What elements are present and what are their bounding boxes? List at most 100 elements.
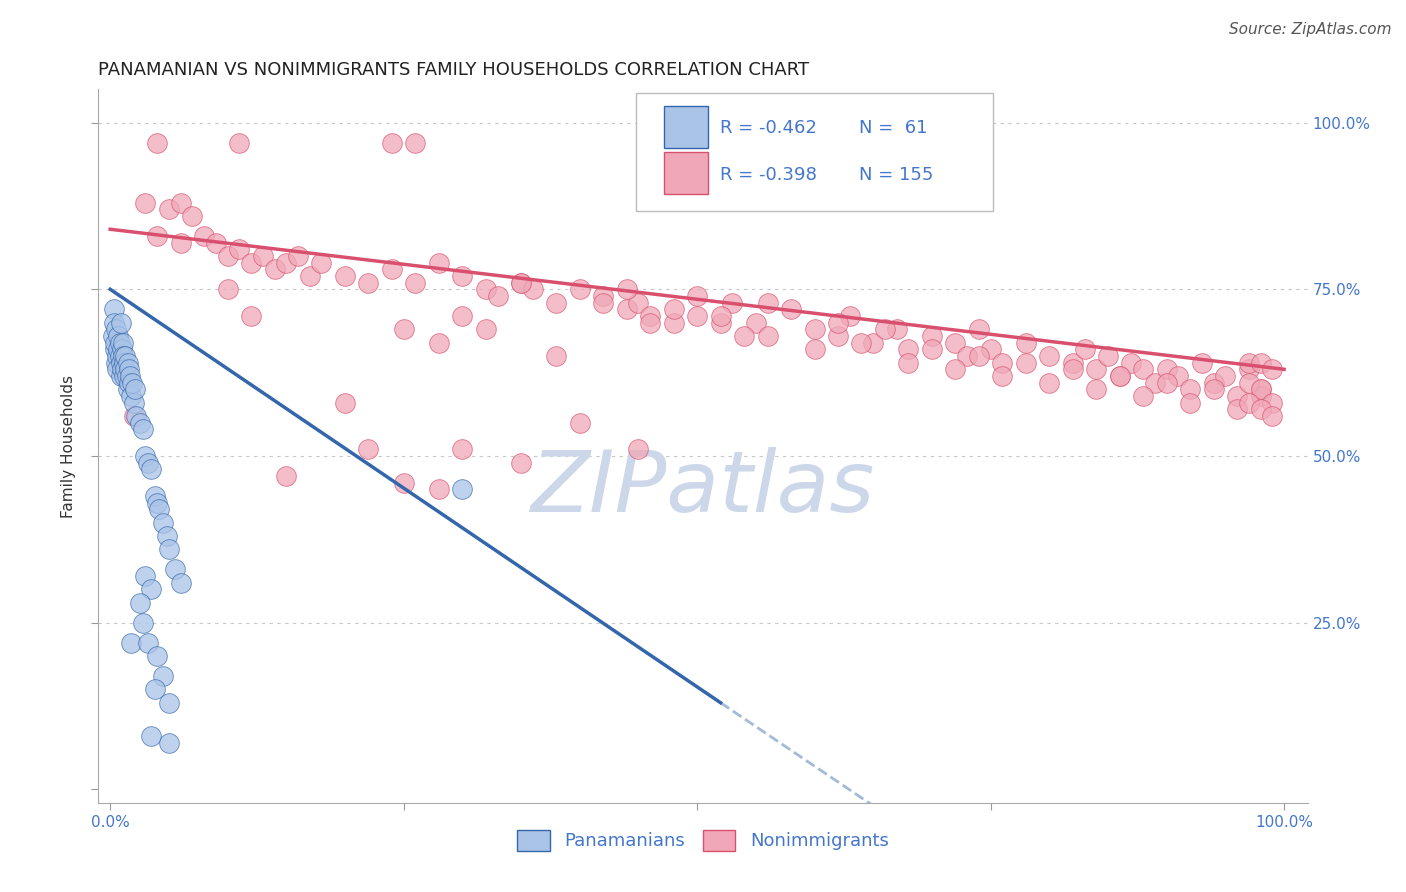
Point — [217, 249, 239, 263]
Point — [105, 322, 128, 336]
Point — [945, 362, 967, 376]
Point — [118, 362, 141, 376]
Point — [638, 309, 661, 323]
Point — [112, 335, 135, 350]
Point — [1143, 376, 1166, 390]
Point — [1062, 356, 1084, 370]
Point — [228, 136, 250, 150]
Point — [134, 195, 156, 210]
Point — [152, 669, 174, 683]
Point — [1085, 382, 1108, 396]
Point — [146, 228, 169, 243]
Point — [1250, 389, 1272, 403]
Point — [873, 322, 896, 336]
Point — [486, 289, 509, 303]
Point — [276, 255, 298, 269]
Point — [780, 302, 803, 317]
Point — [105, 362, 128, 376]
Point — [111, 362, 134, 376]
Point — [105, 356, 128, 370]
Point — [357, 276, 380, 290]
Point — [886, 322, 908, 336]
Point — [287, 249, 309, 263]
Point — [522, 282, 544, 296]
Point — [1261, 409, 1284, 423]
Point — [1226, 402, 1249, 417]
Point — [980, 343, 1002, 357]
Point — [1237, 395, 1260, 409]
Point — [921, 329, 943, 343]
Point — [1073, 343, 1095, 357]
Point — [991, 356, 1014, 370]
Point — [803, 343, 825, 357]
Point — [120, 389, 142, 403]
Point — [721, 295, 744, 310]
Point — [1180, 395, 1202, 409]
Text: N =  61: N = 61 — [859, 120, 928, 137]
Point — [155, 529, 177, 543]
Point — [1226, 389, 1249, 403]
Point — [143, 489, 166, 503]
Point — [101, 329, 124, 343]
Point — [427, 255, 450, 269]
Point — [921, 343, 943, 357]
Point — [451, 483, 474, 497]
Point — [967, 349, 990, 363]
Point — [1261, 362, 1284, 376]
Point — [110, 356, 132, 370]
Point — [357, 442, 380, 457]
Point — [128, 416, 150, 430]
Point — [117, 356, 139, 370]
Point — [311, 255, 333, 269]
Point — [1097, 349, 1119, 363]
Point — [1038, 349, 1060, 363]
Point — [627, 295, 650, 310]
Point — [451, 268, 474, 283]
Point — [1132, 362, 1154, 376]
Point — [851, 335, 873, 350]
Point — [120, 368, 142, 383]
Text: R = -0.398: R = -0.398 — [720, 166, 817, 184]
Point — [181, 209, 204, 223]
Point — [136, 636, 159, 650]
FancyBboxPatch shape — [664, 105, 707, 148]
Point — [146, 136, 169, 150]
Point — [104, 343, 127, 357]
Point — [157, 736, 180, 750]
Point — [298, 268, 321, 283]
Point — [1085, 362, 1108, 376]
Point — [510, 276, 533, 290]
Point — [169, 195, 191, 210]
Point — [568, 282, 591, 296]
Point — [276, 469, 298, 483]
Point — [686, 309, 709, 323]
Point — [110, 316, 132, 330]
Point — [967, 322, 990, 336]
Point — [143, 682, 166, 697]
Point — [546, 295, 568, 310]
Point — [112, 356, 135, 370]
Point — [141, 462, 163, 476]
Point — [838, 309, 860, 323]
Point — [141, 582, 163, 597]
Point — [134, 569, 156, 583]
Text: PANAMANIAN VS NONIMMIGRANTS FAMILY HOUSEHOLDS CORRELATION CHART: PANAMANIAN VS NONIMMIGRANTS FAMILY HOUSE… — [98, 62, 810, 79]
Point — [114, 349, 136, 363]
Point — [141, 729, 163, 743]
Point — [169, 575, 191, 590]
Point — [128, 596, 150, 610]
Y-axis label: Family Households: Family Households — [60, 375, 76, 517]
Point — [897, 356, 920, 370]
Point — [686, 289, 709, 303]
Point — [1156, 376, 1178, 390]
Text: R = -0.462: R = -0.462 — [720, 120, 817, 137]
Text: ZIPatlas: ZIPatlas — [531, 447, 875, 531]
Point — [1156, 362, 1178, 376]
Point — [1062, 362, 1084, 376]
Point — [1237, 356, 1260, 370]
Point — [404, 276, 426, 290]
Point — [152, 516, 174, 530]
Point — [662, 302, 685, 317]
Point — [107, 329, 129, 343]
Point — [756, 329, 779, 343]
